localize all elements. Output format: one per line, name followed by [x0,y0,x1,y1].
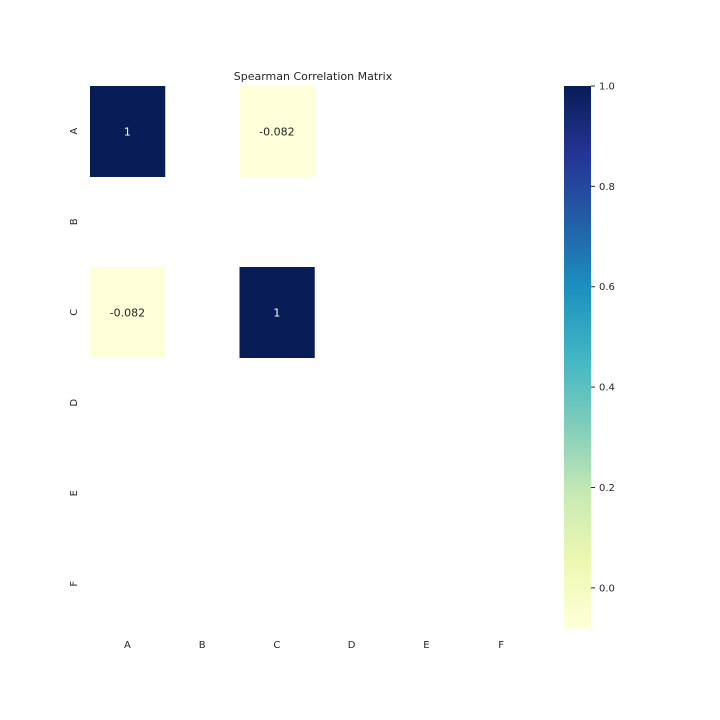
colorbar-tick-label: 0.6 [599,282,615,293]
x-tick-label: C [273,640,280,651]
y-tick-label: F [69,581,80,587]
y-tick-label: E [69,490,80,496]
colorbar [564,86,591,629]
cell-value-label: -0.082 [110,306,145,319]
x-tick-label: B [199,640,206,651]
colorbar-tick-label: 0.8 [599,182,615,193]
heatmap-cell [239,86,315,177]
cell-value-label: 1 [124,125,131,138]
colorbar-tick-label: 0.0 [599,583,615,594]
chart-title: Spearman Correlation Matrix [234,70,393,83]
y-axis-ticks: A B C D E F [69,128,80,587]
colorbar-tick-label: 0.4 [599,383,615,394]
heatmap-cell [90,267,166,358]
y-tick-label: D [69,399,80,407]
y-tick-label: B [69,218,80,225]
heatmap-cells [90,86,315,358]
y-tick-label: C [69,309,80,316]
heatmap-cell-labels: 1 -0.082 -0.082 1 [110,125,295,319]
heatmap-cell [90,86,166,177]
x-tick-label: A [124,640,131,651]
colorbar-ticks: 0.0 0.2 0.4 0.6 0.8 1.0 [591,82,615,594]
x-tick-label: F [498,640,504,651]
colorbar-tick-label: 1.0 [599,82,615,93]
colorbar-tick-label: 0.2 [599,483,615,494]
x-tick-label: D [348,640,356,651]
cell-value-label: 1 [273,306,280,319]
y-tick-label: A [69,128,80,135]
x-tick-label: E [423,640,429,651]
heatmap-cell [239,267,315,358]
cell-value-label: -0.082 [259,125,294,138]
x-axis-ticks: A B C D E F [124,640,504,651]
